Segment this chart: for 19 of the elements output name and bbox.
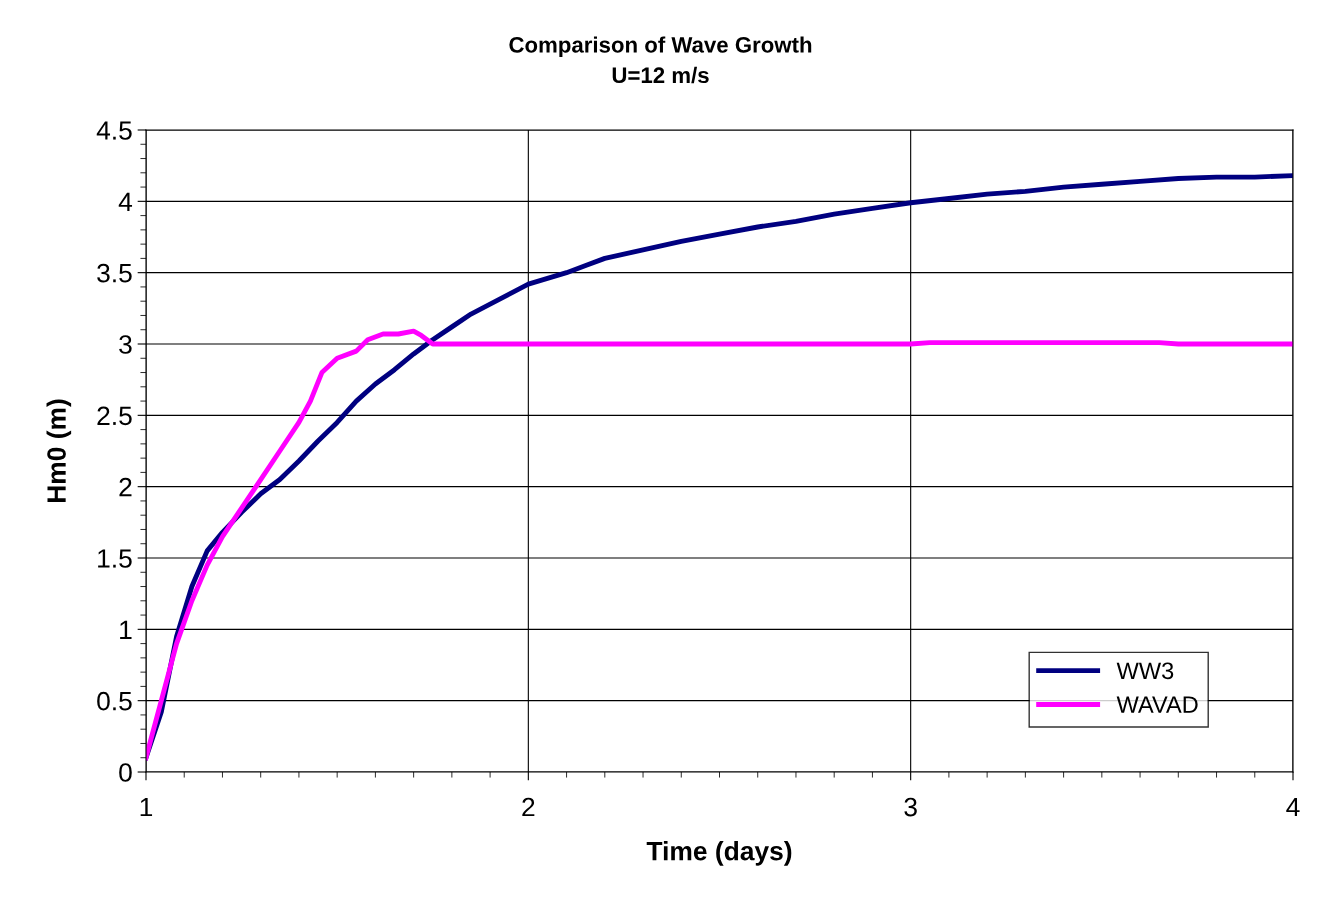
y-tick-label: 1 [120,620,132,639]
x-axis-title: Time (days) [646,841,792,866]
x-tick-label: 1 [140,797,153,817]
legend-label: WW3 [1116,662,1174,680]
y-tick-label: 1.5 [98,549,132,568]
x-tick-label: 2 [522,797,535,817]
y-tick-label: 0.5 [97,691,132,711]
y-tick-label: 3 [119,335,132,354]
y-tick-label: 2 [119,477,132,497]
y-tick-label: 3.5 [97,263,132,283]
legend-label: WAVAD [1116,696,1198,713]
y-tick-label: 2.5 [97,406,132,426]
y-tick-label: 4.5 [96,121,132,140]
x-tick-label: 3 [904,797,917,817]
y-tick-label: 4 [118,192,133,211]
x-tick-label: 4 [1286,797,1300,817]
y-tick-label: 0 [119,763,132,782]
chart-title: Comparison of Wave Growth U=12 m/s [509,36,812,84]
y-axis-title: Hm0 (m) [46,399,72,503]
